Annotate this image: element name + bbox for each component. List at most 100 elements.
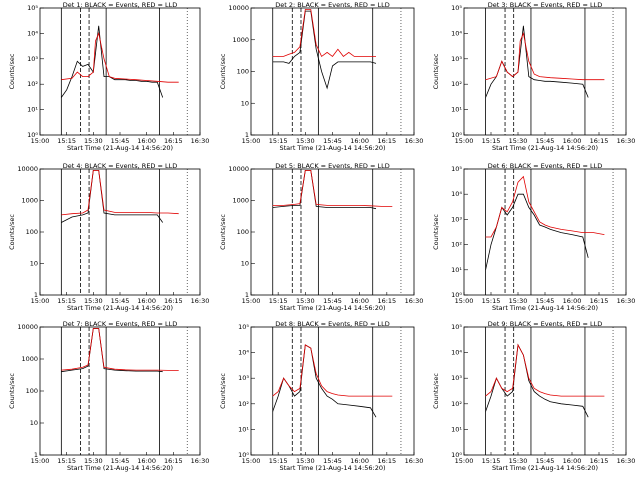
x-tick-label: 15:00 — [242, 457, 261, 465]
x-tick-label: 15:30 — [509, 137, 528, 145]
series-lld — [485, 32, 605, 81]
x-tick-label: 15:45 — [536, 137, 555, 145]
series-events — [272, 344, 377, 418]
y-tick-label: 1000 — [21, 355, 38, 363]
x-tick-label: 15:30 — [84, 297, 103, 305]
x-tick-label: 15:45 — [536, 457, 555, 465]
y-tick-label: 10³ — [451, 55, 462, 63]
y-tick-label: 10¹ — [238, 425, 249, 433]
x-tick-label: 16:15 — [590, 297, 609, 305]
y-tick-label: 1 — [34, 451, 38, 459]
panel-title: Det 7: BLACK = Events, RED = LLD — [63, 320, 178, 328]
y-tick-label: 10⁴ — [27, 29, 38, 37]
panel-det-6: Det 6: BLACK = Events, RED = LLD 10⁰ 10¹ 10… — [432, 162, 635, 312]
y-axis-label: Counts/sec — [219, 53, 227, 89]
x-tick-label: 15:00 — [31, 137, 50, 145]
y-tick-label: 10 — [241, 260, 249, 268]
x-tick-label: 16:00 — [137, 137, 156, 145]
x-tick-label: 16:00 — [350, 297, 369, 305]
x-tick-label: 15:00 — [455, 297, 474, 305]
y-tick-label: 10⁵ — [238, 323, 249, 331]
series-events — [485, 343, 589, 418]
x-axis-label: Start Time (21-Aug-14 14:56:20) — [279, 144, 385, 152]
x-tick-label: 15:15 — [482, 137, 501, 145]
x-tick-label: 16:30 — [405, 457, 424, 465]
x-tick-label: 16:15 — [164, 457, 183, 465]
series-lld — [485, 175, 605, 238]
series-events — [61, 328, 163, 373]
panel-title: Det 3: BLACK = Events, RED = LLD — [488, 1, 603, 9]
y-tick-label: 10⁵ — [27, 4, 38, 12]
series-events — [485, 193, 589, 270]
y-tick-label: 10⁴ — [238, 349, 249, 357]
x-tick-label: 16:15 — [377, 457, 396, 465]
x-tick-label: 16:15 — [590, 137, 609, 145]
y-tick-label: 10⁴ — [451, 349, 462, 357]
y-tick-label: 10³ — [27, 55, 38, 63]
series-lld — [61, 32, 179, 83]
x-tick-label: 16:00 — [563, 457, 582, 465]
x-tick-label: 15:15 — [482, 457, 501, 465]
x-tick-label: 15:15 — [269, 137, 288, 145]
series-events — [272, 10, 377, 90]
x-tick-label: 15:45 — [323, 137, 342, 145]
y-tick-label: 10000 — [17, 323, 38, 331]
series-lld — [272, 344, 393, 397]
y-axis-label: Counts/sec — [8, 373, 16, 409]
y-tick-label: 1000 — [232, 36, 249, 44]
y-tick-label: 100 — [237, 68, 249, 76]
y-tick-label: 10² — [238, 400, 249, 408]
y-tick-label: 10⁰ — [451, 451, 462, 459]
y-tick-label: 10² — [451, 80, 462, 88]
plot-frame — [250, 168, 415, 296]
x-tick-label: 16:30 — [191, 137, 210, 145]
x-tick-label: 15:45 — [111, 457, 130, 465]
panel-det-3: Det 3: BLACK = Events, RED = LLD 10⁰ 10¹ 10… — [432, 1, 635, 152]
x-tick-label: 15:30 — [509, 297, 528, 305]
plot-frame — [39, 7, 201, 136]
x-tick-label: 15:30 — [296, 457, 315, 465]
series-events — [485, 25, 589, 98]
x-tick-label: 16:15 — [377, 137, 396, 145]
y-axis-label: Counts/sec — [8, 214, 16, 250]
y-tick-label: 10² — [27, 80, 38, 88]
panel-det-4: Det 4: BLACK = Events, RED = LLD 1 10 100 10… — [8, 162, 209, 312]
x-tick-label: 16:30 — [617, 297, 636, 305]
panel-title: Det 5: BLACK = Events, RED = LLD — [275, 162, 390, 170]
x-tick-label: 16:15 — [164, 137, 183, 145]
x-axis-label: Start Time (21-Aug-14 14:56:20) — [67, 464, 173, 472]
x-tick-label: 15:00 — [31, 297, 50, 305]
series-lld — [61, 169, 179, 216]
x-tick-label: 15:00 — [455, 137, 474, 145]
plot-frame — [39, 168, 201, 296]
x-tick-label: 16:30 — [191, 297, 210, 305]
y-tick-label: 10⁵ — [451, 323, 462, 331]
x-tick-label: 16:00 — [137, 457, 156, 465]
y-tick-label: 100 — [26, 387, 38, 395]
panel-title: Det 8: BLACK = Events, RED = LLD — [275, 320, 390, 328]
y-tick-label: 10⁵ — [451, 165, 462, 173]
y-axis-label: Counts/sec — [432, 373, 440, 409]
x-tick-label: 15:45 — [536, 297, 555, 305]
x-axis-label: Start Time (21-Aug-14 14:56:20) — [67, 144, 173, 152]
y-tick-label: 10000 — [17, 165, 38, 173]
x-tick-label: 16:30 — [405, 297, 424, 305]
y-tick-label: 10 — [241, 99, 249, 107]
x-axis-label: Start Time (21-Aug-14 14:56:20) — [279, 464, 385, 472]
x-axis-label: Start Time (21-Aug-14 14:56:20) — [492, 304, 598, 312]
y-axis-label: Counts/sec — [219, 373, 227, 409]
y-tick-label: 1000 — [232, 197, 249, 205]
plot-frame — [39, 326, 201, 456]
y-tick-label: 10⁰ — [451, 291, 462, 299]
y-tick-label: 10³ — [238, 374, 249, 382]
y-axis-label: Counts/sec — [219, 214, 227, 250]
y-tick-label: 10000 — [228, 4, 249, 12]
x-tick-label: 15:15 — [57, 297, 76, 305]
plot-frame — [463, 168, 627, 296]
series-events — [61, 169, 164, 223]
y-axis-label: Counts/sec — [432, 214, 440, 250]
y-tick-label: 10000 — [228, 165, 249, 173]
x-axis-label: Start Time (21-Aug-14 14:56:20) — [279, 304, 385, 312]
plot-frame — [463, 326, 627, 456]
